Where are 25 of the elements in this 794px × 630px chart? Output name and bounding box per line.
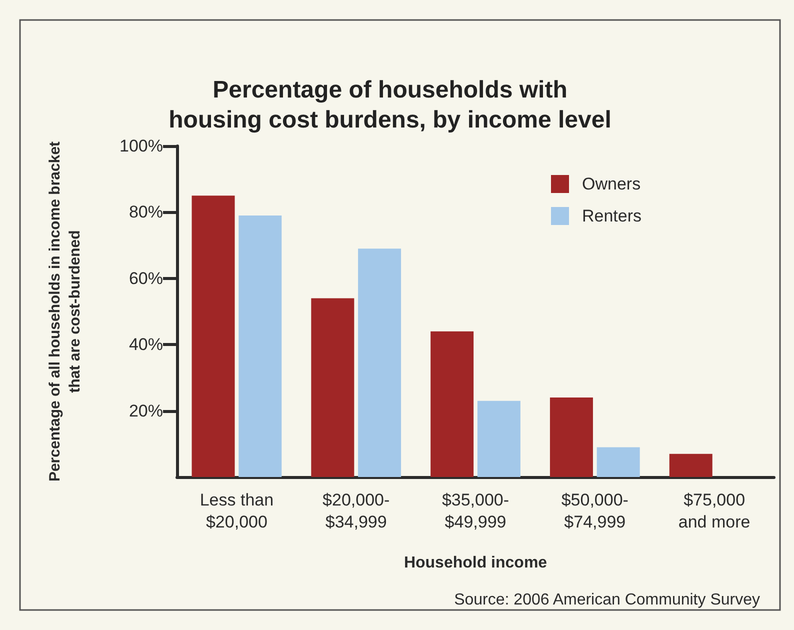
x-tick-label: $75,000 and more bbox=[678, 490, 750, 532]
x-tick-label: $50,000- $74,999 bbox=[561, 490, 628, 532]
y-tick-label: 60% bbox=[128, 268, 163, 288]
x-tick-label: Less than $20,000 bbox=[200, 490, 274, 532]
source-note: Source: 2006 American Community Survey bbox=[454, 592, 760, 608]
bar bbox=[550, 398, 593, 477]
bar bbox=[192, 196, 235, 477]
legend-label: Owners bbox=[582, 174, 641, 194]
y-tick-label: 20% bbox=[128, 401, 163, 420]
y-axis-title: Percentage of all households in income bracket that are cost-burdened bbox=[46, 141, 84, 482]
y-tick-label: 40% bbox=[128, 335, 163, 354]
x-axis-title: Household income bbox=[404, 554, 548, 572]
bar bbox=[430, 331, 474, 477]
bar bbox=[669, 454, 712, 477]
chart-title: Percentage of households with housing cost burdens, by income level bbox=[168, 76, 612, 134]
bar bbox=[477, 400, 520, 477]
bar bbox=[596, 447, 640, 477]
bar bbox=[358, 248, 402, 477]
y-tick-label: 100% bbox=[120, 136, 163, 156]
x-tick-label: $35,000- $49,999 bbox=[442, 490, 510, 532]
y-tick-label: 80% bbox=[128, 202, 163, 222]
x-tick-label: $20,000- $34,999 bbox=[322, 490, 390, 532]
legend-label: Renters bbox=[582, 206, 642, 226]
bar bbox=[311, 298, 354, 477]
bar bbox=[238, 216, 282, 477]
